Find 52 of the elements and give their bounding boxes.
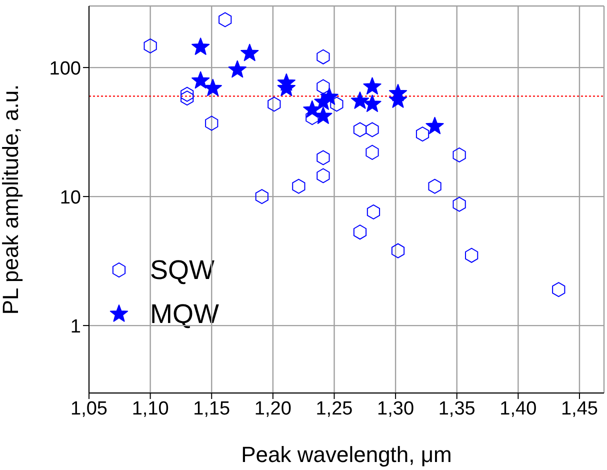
- y-axis-title: PL peak amplitude, a.u.: [0, 84, 23, 315]
- x-tick-label: 1,20: [254, 398, 292, 420]
- point: [192, 71, 210, 89]
- point: [255, 189, 268, 204]
- point: [428, 178, 442, 194]
- point: [316, 150, 330, 166]
- point: [268, 96, 281, 112]
- point: [180, 86, 194, 102]
- point: [205, 116, 218, 131]
- point: [218, 12, 232, 28]
- point: [363, 94, 382, 112]
- point: [228, 60, 246, 78]
- x-tick-label: 1,30: [377, 398, 414, 420]
- point: [465, 248, 478, 263]
- x-tick-label: 1,35: [438, 398, 476, 420]
- y-tick-label: 10: [60, 187, 81, 208]
- point: [353, 122, 367, 138]
- point: [204, 78, 222, 96]
- point: [192, 38, 210, 55]
- point: [416, 126, 430, 142]
- point: [366, 122, 379, 138]
- point: [452, 147, 466, 162]
- x-tick-label: 1,10: [132, 398, 169, 420]
- point: [350, 92, 370, 109]
- x-tick-label: 1,45: [560, 398, 598, 420]
- point: [316, 49, 330, 64]
- point: [366, 144, 379, 160]
- point: [316, 168, 330, 184]
- point: [292, 178, 306, 194]
- legend-label: MQW: [150, 298, 219, 330]
- x-tick-label: 1,15: [193, 398, 230, 420]
- point: [552, 282, 566, 298]
- point: [180, 90, 194, 106]
- x-axis-title: Peak wavelength, μm: [241, 442, 452, 467]
- legend-label: SQW: [150, 254, 214, 286]
- point: [426, 116, 444, 134]
- point: [240, 44, 259, 62]
- x-tick-label: 1,05: [70, 398, 108, 420]
- x-tick-label: 1,40: [500, 398, 537, 420]
- y-tick-label: 100: [49, 58, 81, 80]
- point: [366, 204, 380, 220]
- point: [363, 77, 382, 95]
- point: [330, 96, 344, 112]
- point: [316, 79, 330, 94]
- point: [353, 224, 367, 240]
- point: [306, 110, 319, 125]
- point: [391, 243, 405, 258]
- y-tick-label: 1: [70, 316, 81, 338]
- point: [144, 38, 157, 54]
- point: [452, 196, 466, 212]
- point: [303, 100, 322, 118]
- x-tick-label: 1,25: [316, 398, 353, 420]
